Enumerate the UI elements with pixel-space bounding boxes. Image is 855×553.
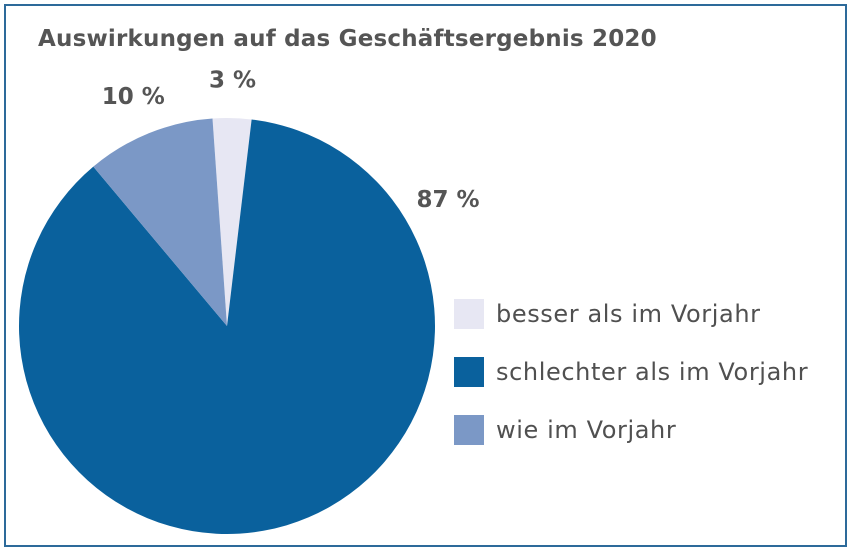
legend-item-schlechter: schlechter als im Vorjahr (454, 355, 808, 389)
slice-value-label-schlechter: 87 % (416, 187, 479, 213)
pie-slice-besser (212, 118, 252, 327)
legend-item-besser: besser als im Vorjahr (454, 297, 808, 331)
legend-label-besser: besser als im Vorjahr (496, 300, 761, 328)
legend-label-wie: wie im Vorjahr (496, 416, 677, 444)
legend-swatch-schlechter (454, 357, 484, 387)
slice-value-label-wie: 10 % (102, 84, 165, 110)
legend: besser als im Vorjahr schlechter als im … (454, 297, 808, 471)
pie-slice-schlechter (19, 119, 436, 534)
legend-swatch-wie (454, 415, 484, 445)
chart-title: Auswirkungen auf das Geschäftsergebnis 2… (38, 26, 657, 52)
legend-item-wie: wie im Vorjahr (454, 413, 808, 447)
pie-slice-wie (93, 118, 227, 326)
legend-label-schlechter: schlechter als im Vorjahr (496, 358, 809, 386)
legend-swatch-besser (454, 299, 484, 329)
slice-value-label-besser: 3 % (209, 67, 256, 93)
